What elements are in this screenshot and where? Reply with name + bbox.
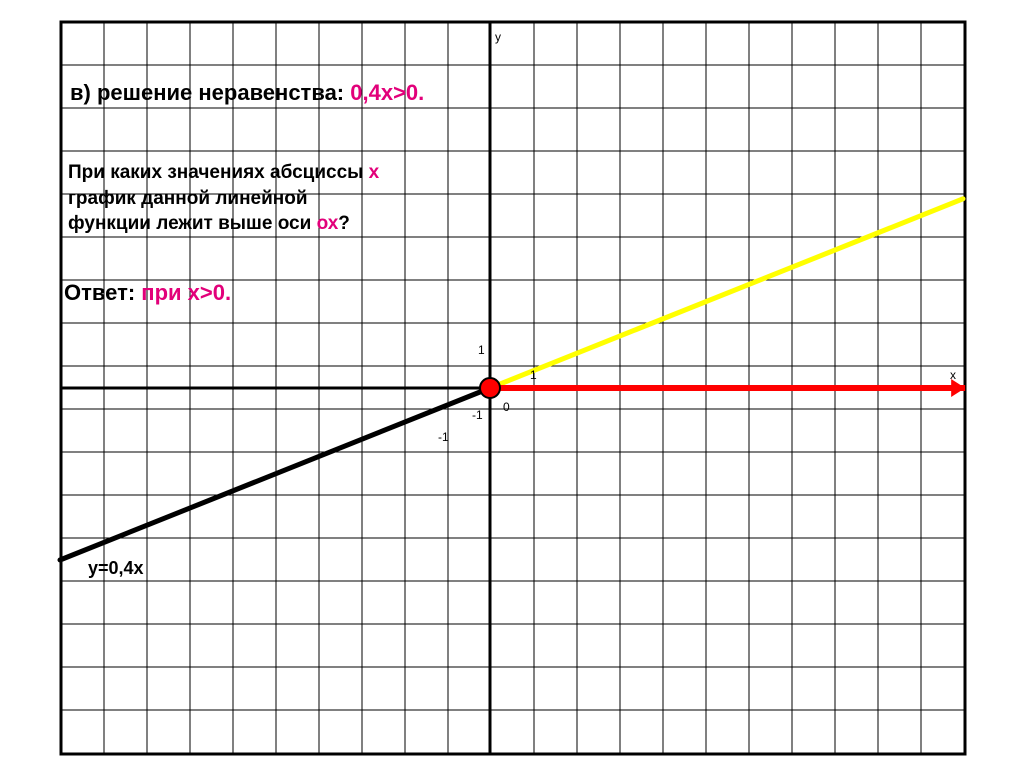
question-axis-ox: ох <box>317 213 339 234</box>
equation-label: у=0,4х <box>88 558 144 579</box>
question-var-x: х <box>369 162 380 183</box>
question-line1a: При каких значениях абсциссы <box>68 162 369 183</box>
question-line3a: функции лежит выше оси <box>68 213 317 234</box>
answer-text: Ответ: при х>0. <box>64 280 231 306</box>
question-text: При каких значениях абсциссы х график да… <box>68 160 379 237</box>
tick-y-1: 1 <box>478 343 485 357</box>
problem-title: в) решение неравенства: 0,4х>0. <box>70 80 424 106</box>
title-prefix: в) решение неравенства: <box>70 80 350 105</box>
chart-stage: в) решение неравенства: 0,4х>0. При каки… <box>0 0 1024 767</box>
x-axis-label: х <box>950 368 956 382</box>
y-axis-label: у <box>495 30 501 44</box>
tick-y-neg1: -1 <box>472 408 483 422</box>
question-line3c: ? <box>338 213 350 234</box>
tick-x-1: 1 <box>530 368 537 382</box>
answer-prefix: Ответ: <box>64 280 141 305</box>
chart-svg <box>0 0 1024 767</box>
tick-origin: 0 <box>503 400 510 414</box>
equation-text: у=0,4х <box>88 558 144 578</box>
answer-solution: при х>0. <box>141 280 231 305</box>
title-inequality: 0,4х>0. <box>350 80 424 105</box>
question-line2: график данной линейной <box>68 188 308 209</box>
tick-x-neg1: -1 <box>438 430 449 444</box>
